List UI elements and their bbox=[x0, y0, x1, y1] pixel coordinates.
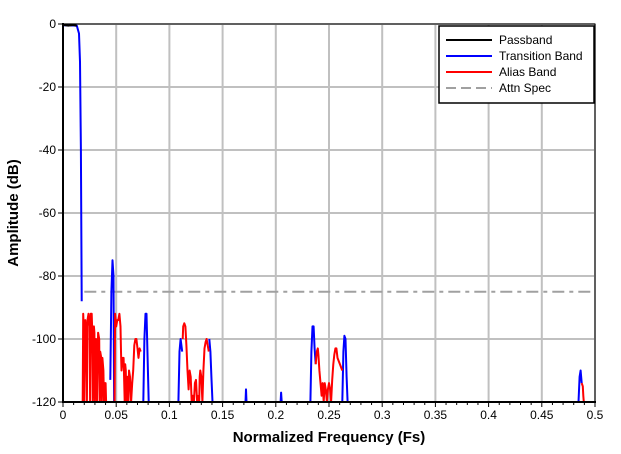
series-passband bbox=[62, 23, 78, 27]
series-group bbox=[62, 23, 595, 403]
x-tick-label: 0.5 bbox=[587, 408, 604, 422]
legend-label: Alias Band bbox=[499, 65, 556, 79]
x-axis-label: Normalized Frequency (Fs) bbox=[233, 429, 426, 446]
x-tick-label: 0.05 bbox=[105, 408, 129, 422]
legend-box bbox=[438, 25, 595, 104]
y-tick-label: -40 bbox=[39, 143, 57, 157]
series-alias-band bbox=[81, 312, 585, 403]
y-tick-label: -60 bbox=[39, 206, 57, 220]
legend-label: Transition Band bbox=[499, 49, 583, 63]
x-tick-label: 0.45 bbox=[530, 408, 554, 422]
x-tick-label: 0.4 bbox=[480, 408, 497, 422]
y-tick-label: 0 bbox=[49, 17, 56, 31]
legend-label: Passband bbox=[499, 33, 552, 47]
x-tick-label: 0.1 bbox=[161, 408, 178, 422]
y-tick-label: -80 bbox=[39, 269, 57, 283]
y-tick-label: -120 bbox=[32, 395, 56, 409]
series-transition-band bbox=[62, 24, 583, 403]
y-axis-label: Amplitude (dB) bbox=[5, 159, 22, 266]
x-tick-label: 0.25 bbox=[317, 408, 341, 422]
x-tick-label: 0.15 bbox=[211, 408, 235, 422]
y-tick-label: -100 bbox=[32, 332, 56, 346]
ticks: 0 0.05 0.1 0.15 0.2 0.25 0.3 0.35 0.4 0.45 0.5 0 -20… bbox=[32, 17, 604, 422]
x-tick-label: 0.35 bbox=[424, 408, 448, 422]
y-tick-label: -20 bbox=[39, 80, 57, 94]
x-tick-label: 0.2 bbox=[267, 408, 284, 422]
x-tick-label: 0.3 bbox=[374, 408, 391, 422]
legend-label: Attn Spec bbox=[499, 81, 551, 95]
legend: Passband Transition Band Alias Band Attn Sp… bbox=[438, 25, 595, 104]
x-tick-label: 0 bbox=[60, 408, 67, 422]
